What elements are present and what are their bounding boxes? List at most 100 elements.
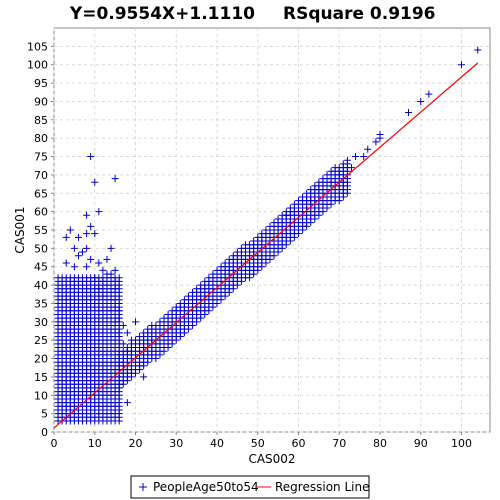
- chart-title-equation: Y=0.9554X+1.1110: [69, 4, 255, 24]
- regression-line: [53, 62, 479, 429]
- y-tick-label: 75: [34, 151, 48, 164]
- y-tick-label: 105: [27, 40, 48, 53]
- x-tick-label: 0: [51, 437, 58, 450]
- scatter-point: [111, 299, 119, 307]
- scatter-point: [115, 307, 123, 315]
- scatter-point: [347, 164, 355, 172]
- scatter-point: [360, 153, 368, 161]
- y-tick-label: 20: [34, 353, 48, 366]
- y-tick-label: 30: [34, 316, 48, 329]
- scatter-point: [91, 274, 99, 282]
- y-ticks: 0 5 10 15 20 25 30 35 40 45 50 55 60 65 70 75 80 85 90 95 10…: [27, 40, 54, 439]
- scatter-point: [123, 329, 131, 337]
- scatter-point: [87, 222, 95, 230]
- scatter-point: [136, 362, 144, 370]
- scatter-point: [103, 270, 111, 278]
- y-tick-label: 70: [34, 169, 48, 182]
- scatter-point: [474, 46, 482, 54]
- y-tick-label: 60: [34, 206, 48, 219]
- scatter-point: [131, 318, 139, 326]
- y-tick-label: 100: [27, 59, 48, 72]
- x-tick-label: 20: [128, 437, 142, 450]
- scatter-point: [91, 230, 99, 238]
- scatter-point: [83, 263, 91, 271]
- y-tick-label: 95: [34, 77, 48, 90]
- scatter-points: [54, 46, 482, 425]
- legend-marker-scatter: [139, 483, 147, 491]
- scatter-point: [417, 97, 425, 105]
- x-tick-label: 30: [169, 437, 183, 450]
- scatter-point: [103, 281, 111, 289]
- scatter-point: [364, 145, 372, 153]
- scatter-point: [83, 211, 91, 219]
- scatter-point: [140, 373, 148, 381]
- y-tick-label: 5: [41, 408, 48, 421]
- scatter-point: [107, 307, 115, 315]
- legend: PeopleAge50to54 Regression Line: [130, 475, 370, 499]
- scatter-point: [343, 156, 351, 164]
- scatter-point: [111, 318, 119, 326]
- scatter-point: [127, 336, 135, 344]
- scatter-point: [372, 138, 380, 146]
- scatter-point: [327, 178, 335, 186]
- y-tick-label: 10: [34, 389, 48, 402]
- scatter-point: [99, 292, 107, 300]
- scatter-point: [115, 314, 123, 322]
- scatter-point: [307, 197, 315, 205]
- y-tick-label: 90: [34, 95, 48, 108]
- scatter-point: [107, 288, 115, 296]
- scatter-point: [87, 255, 95, 263]
- scatter-point: [282, 211, 290, 219]
- chart-title-rsquare: RSquare 0.9196: [283, 4, 436, 24]
- y-tick-label: 0: [41, 426, 48, 439]
- scatter-point: [91, 178, 99, 186]
- legend-label-regression: Regression Line: [275, 480, 369, 494]
- x-tick-label: 10: [88, 437, 102, 450]
- scatter-point: [376, 131, 384, 139]
- y-tick-label: 35: [34, 297, 48, 310]
- scatter-point: [339, 178, 347, 186]
- x-tick-label: 70: [332, 437, 346, 450]
- scatter-point: [115, 329, 123, 337]
- y-tick-label: 25: [34, 334, 48, 347]
- scatter-point: [70, 263, 78, 271]
- scatter-point: [119, 340, 127, 348]
- legend-label-scatter: PeopleAge50to54: [153, 480, 259, 494]
- scatter-point: [99, 277, 107, 285]
- scatter-point: [83, 244, 91, 252]
- x-ticks: 0 10 20 30 40 50 60 70 80 90 100: [51, 432, 472, 450]
- scatter-point: [115, 274, 123, 282]
- y-axis-label: CAS001: [13, 206, 27, 253]
- y-tick-label: 50: [34, 242, 48, 255]
- x-axis-label: CAS002: [248, 452, 295, 466]
- scatter-point: [95, 208, 103, 216]
- scatter-point: [95, 285, 103, 293]
- scatter-point: [299, 222, 307, 230]
- x-tick-label: 90: [414, 437, 428, 450]
- scatter-point: [457, 61, 465, 69]
- scatter-point: [62, 259, 70, 267]
- y-tick-label: 40: [34, 279, 48, 292]
- scatter-point: [315, 186, 323, 194]
- scatter-point: [123, 399, 131, 407]
- scatter-point: [74, 252, 82, 260]
- x-tick-label: 80: [373, 437, 387, 450]
- scatter-point: [405, 108, 413, 116]
- scatter-point: [123, 347, 131, 355]
- scatter-point: [83, 230, 91, 238]
- scatter-point: [119, 321, 127, 329]
- y-tick-label: 80: [34, 132, 48, 145]
- scatter-point: [111, 277, 119, 285]
- scatter-point: [99, 266, 107, 274]
- scatter-point: [74, 233, 82, 241]
- scatter-point: [70, 244, 78, 252]
- scatter-point: [323, 186, 331, 194]
- scatter-point: [103, 255, 111, 263]
- scatter-point: [95, 259, 103, 267]
- y-tick-label: 55: [34, 224, 48, 237]
- scatter-point: [111, 175, 119, 183]
- scatter-point: [335, 171, 343, 179]
- x-tick-label: 50: [251, 437, 265, 450]
- y-tick-label: 85: [34, 114, 48, 127]
